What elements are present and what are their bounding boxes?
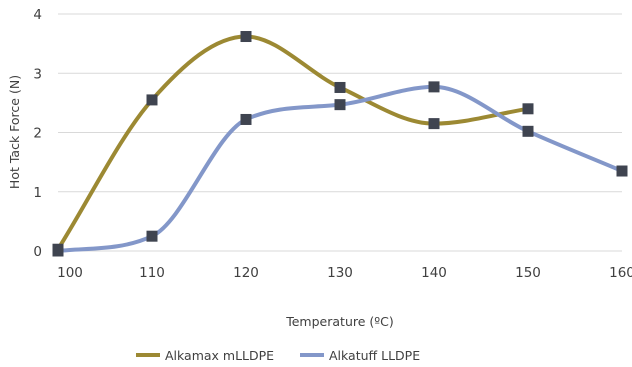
data-point-alkatuff-lldpe (146, 230, 158, 242)
data-point-alkatuff-lldpe (428, 81, 440, 93)
x-tick-label: 120 (233, 265, 259, 281)
x-tick-label: 110 (139, 265, 165, 281)
y-tick-label: 2 (33, 126, 42, 142)
y-axis-title: Hot Tack Force (N) (7, 75, 22, 189)
data-point-alkamax-mlldpe (428, 118, 440, 130)
x-tick-label: 130 (327, 265, 353, 281)
y-axis-ticks: 0 1 2 3 4 (33, 7, 42, 260)
data-point-alkatuff-lldpe (522, 125, 534, 137)
legend-item-alkamax-mlldpe: Alkamax mLLDPE (136, 348, 274, 363)
data-point-alkatuff-lldpe (334, 99, 346, 111)
data-point-alkamax-mlldpe (334, 81, 346, 93)
legend: Alkamax mLLDPE Alkatuff LLDPE (136, 348, 420, 363)
series-line-alkamax-mlldpe (56, 34, 530, 252)
x-axis-title: Temperature (ºC) (285, 314, 394, 329)
data-point-alkatuff-lldpe (616, 165, 628, 177)
y-tick-label: 0 (33, 244, 42, 260)
y-tick-label: 3 (33, 66, 42, 82)
gridlines (58, 13, 622, 252)
data-point-alkatuff-lldpe (52, 245, 64, 257)
y-tick-label: 4 (33, 7, 42, 23)
series-markers (52, 31, 628, 257)
legend-item-alkatuff-lldpe: Alkatuff LLDPE (300, 348, 420, 363)
x-axis-ticks: 100 110 120 130 140 150 160 (57, 265, 632, 281)
x-tick-label: 100 (57, 265, 83, 281)
data-point-alkamax-mlldpe (240, 31, 252, 43)
x-tick-label: 140 (421, 265, 447, 281)
data-point-alkatuff-lldpe (240, 113, 252, 125)
x-tick-label: 160 (609, 265, 632, 281)
legend-label: Alkamax mLLDPE (165, 348, 274, 363)
data-point-alkamax-mlldpe (522, 103, 534, 115)
series-lines (56, 34, 624, 253)
x-tick-label: 150 (515, 265, 541, 281)
legend-label: Alkatuff LLDPE (329, 348, 420, 363)
data-point-alkamax-mlldpe (146, 94, 158, 106)
y-tick-label: 1 (33, 185, 42, 201)
